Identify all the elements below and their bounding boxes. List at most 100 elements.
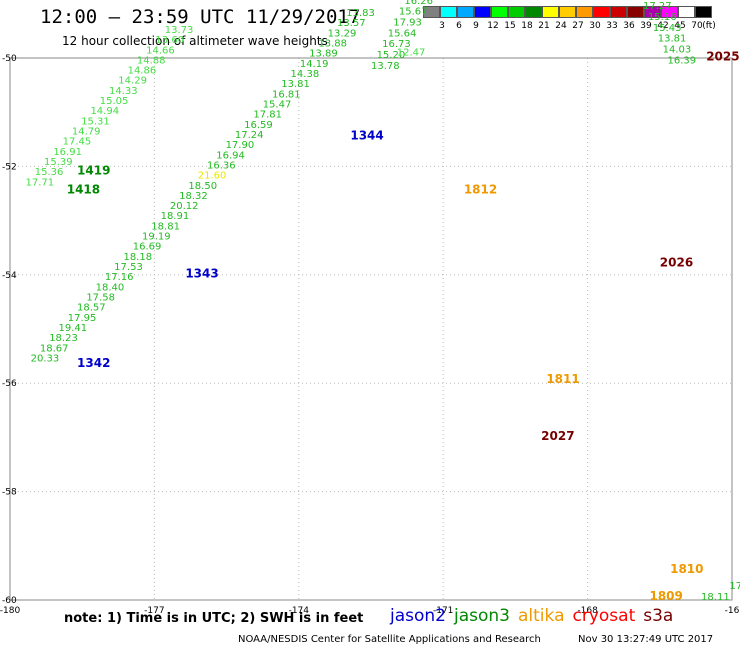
legend-label: 18 [521,21,533,31]
swh-value: 14.86 [128,66,157,77]
legend-swatch [593,6,610,18]
swh-value: 16.59 [244,120,273,131]
swh-value: 17.81 [253,110,282,121]
legend-swatch [491,6,508,18]
swh-value: 13.89 [309,49,338,60]
swh-value: 16.94 [216,150,245,161]
legend-label: 15 [504,21,516,31]
swh-value: 14.29 [118,76,147,87]
legend-label: 6 [456,21,462,31]
pass-number-label: 1343 [185,267,218,281]
footer-note: note: 1) Time is in UTC; 2) SWH is in fe… [64,611,364,626]
swh-value: 15.67 [399,7,428,18]
legend-label: 27 [572,21,584,31]
swh-value: 15.36 [35,167,64,178]
x-tick-label: -177 [144,606,164,616]
legend-label: 30 [589,21,601,31]
x-tick-label: -168 [577,606,598,616]
swh-value: 19.41 [58,323,87,334]
swh-value: 18.18 [123,252,152,263]
page-subtitle: 12 hour collection of altimeter wave hei… [62,34,328,48]
credit-text: NOAA/NESDIS Center for Satellite Applica… [238,634,541,645]
swh-value: 17.53 [114,262,143,273]
swh-value: 13.88 [318,38,347,49]
swh-value: 16.39 [668,55,697,66]
legend-label: 42 [657,21,669,31]
swh-value: 15.16 [648,12,677,23]
swh-value: 17.71 [25,177,54,188]
swh-value: 16.36 [207,160,236,171]
page-title: 12:00 – 23:59 UTC 11/29/2017 [40,6,361,28]
swh-value: 13.78 [371,61,400,72]
swh-value: 12.47 [397,47,426,58]
y-tick-label: -60 [2,596,17,606]
swh-value: 14.66 [146,45,175,56]
legend-label: 24 [555,21,567,31]
legend-swatch [474,6,491,18]
swh-value: 13.57 [337,18,366,29]
pass-number-label: 1809 [649,589,682,603]
swh-value: 18.57 [77,303,106,314]
swh-value: 15.64 [388,28,417,39]
legend-swatch [542,6,559,18]
swh-value: 13.29 [328,28,357,39]
legend-swatch [440,6,457,18]
pass-number-label: 2026 [660,256,693,270]
swh-value: 14.38 [291,69,320,80]
legend-label: 36 [623,21,635,31]
legend-swatch [661,6,678,18]
legend-label: 3 [439,21,445,31]
satellite-s3a: s3a [643,606,674,626]
pass-number-label: 1811 [546,372,579,386]
pass-number-label: 1419 [77,164,110,178]
swh-value: 18.32 [179,191,208,202]
swh-value: 17.90 [226,140,255,151]
legend-swatch [457,6,474,18]
swh-value: 17.16 [105,272,134,283]
map-frame [9,57,733,601]
swh-value: 13.73 [165,25,194,36]
swh-value: 18.23 [49,333,78,344]
legend-swatch [610,6,627,18]
x-tick-label: -171 [433,606,453,616]
swh-value: 16.69 [133,242,162,253]
y-tick-label: -54 [2,271,17,281]
swh-value: 21.60 [198,171,227,182]
swh-value: 16.81 [272,89,301,100]
legend-swatch [678,6,695,18]
satellite-legend: jason2 jason3 altika cryosat s3a [390,606,681,626]
swh-value: 13.81 [658,34,687,45]
swh-value: 14.88 [137,55,166,66]
swh-value: 18.50 [188,181,217,192]
swh-value: 17.58 [86,293,115,304]
x-tick-label: -16 [725,606,740,616]
swh-value: 15.47 [263,99,292,110]
legend-label: 45 [674,21,686,31]
pass-number-label: 1812 [464,183,497,197]
y-tick-label: -52 [2,162,17,172]
swh-value: 13.83 [346,8,375,19]
swh-value: 15.05 [100,96,129,107]
swh-value: 16.26 [404,0,433,7]
swh-value: 17.93 [393,17,422,28]
swh-value: 14.19 [300,59,329,70]
satellite-cryosat: cryosat [572,606,636,626]
satellite-altika: altika [518,606,565,626]
legend-unit: (ft) [702,21,716,31]
pass-number-label: 1418 [67,183,100,197]
swh-value: 18.81 [151,221,180,232]
y-tick-label: -50 [2,54,17,64]
swh-value: 14.03 [663,45,692,56]
legend-swatch [508,6,525,18]
swh-value: 18.91 [161,211,190,222]
legend-label: 12 [487,21,499,31]
legend-swatch [559,6,576,18]
swh-value: 14.33 [109,86,138,97]
swh-value: 15.43 [653,23,682,34]
swh-value: 20.33 [31,354,60,365]
y-tick-label: -56 [2,379,17,389]
legend-label: 21 [538,21,550,31]
legend-swatch [644,6,661,18]
legend-swatch [423,6,440,18]
